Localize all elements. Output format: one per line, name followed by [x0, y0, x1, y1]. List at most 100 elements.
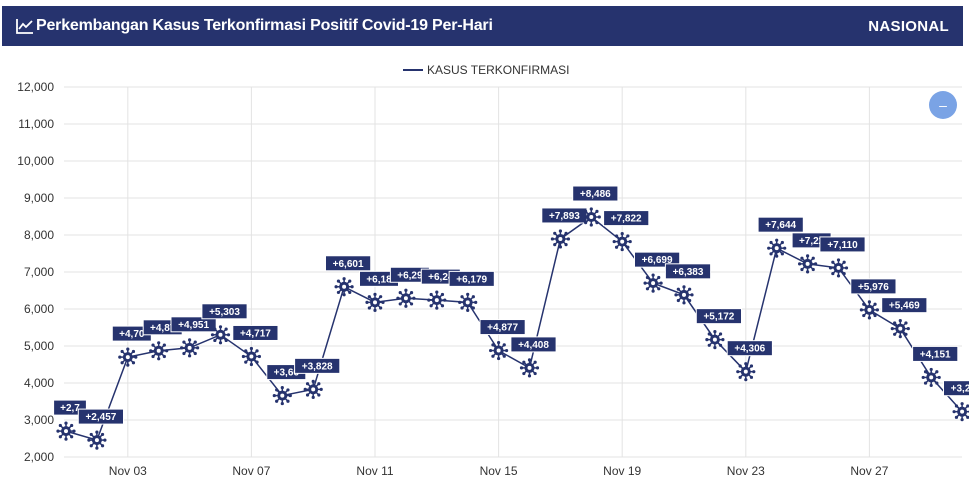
virus-spike-tip: [342, 293, 346, 297]
virus-spike-tip: [311, 395, 315, 399]
x-tick-label: Nov 23: [727, 464, 765, 478]
data-label: +3,828: [294, 357, 341, 374]
virus-spike-tip: [319, 387, 323, 391]
data-label-text: +2,7: [60, 403, 80, 414]
virus-spike-tip: [564, 231, 568, 235]
virus-spike-tip: [566, 237, 571, 241]
virus-marker-icon[interactable]: [705, 330, 725, 350]
virus-marker-icon[interactable]: [859, 300, 880, 320]
virus-spike-tip: [64, 437, 68, 441]
virus-marker-icon[interactable]: [241, 346, 261, 367]
virus-marker-icon[interactable]: [798, 254, 818, 274]
virus-marker-icon[interactable]: [210, 325, 231, 345]
data-label: +6,179: [448, 270, 495, 287]
virus-spike-tip: [409, 291, 414, 295]
virus-spike-tip: [491, 343, 495, 347]
virus-spike-tip: [196, 346, 200, 350]
virus-spike-tip: [272, 393, 276, 398]
virus-spike-tip: [182, 351, 186, 356]
virus-marker-icon[interactable]: [427, 290, 447, 310]
data-label-text: +4,306: [734, 344, 765, 355]
virus-marker-icon[interactable]: [272, 385, 292, 406]
virus-spike-tip: [466, 308, 470, 312]
virus-marker-icon[interactable]: [674, 285, 694, 305]
virus-marker-icon[interactable]: [828, 258, 849, 278]
virus-marker-icon[interactable]: [458, 292, 478, 312]
virus-spike-tip: [966, 415, 969, 419]
virus-marker-icon[interactable]: [149, 341, 169, 361]
data-label-text: +6,24: [428, 272, 454, 283]
virus-marker-icon[interactable]: [489, 340, 509, 361]
virus-marker-icon[interactable]: [921, 367, 941, 388]
virus-spike-tip: [659, 281, 663, 285]
virus-core: [651, 281, 656, 286]
virus-marker-icon[interactable]: [365, 292, 385, 312]
virus-marker-icon[interactable]: [550, 229, 571, 249]
y-tick-label: 4,000: [24, 376, 54, 390]
virus-core: [960, 409, 965, 414]
y-tick-label: 5,000: [24, 339, 54, 353]
minus-icon[interactable]: –: [939, 97, 947, 113]
virus-marker-icon[interactable]: [767, 238, 787, 258]
virus-spike-tip: [255, 349, 259, 353]
virus-spike-tip: [398, 291, 402, 295]
virus-marker-icon[interactable]: [56, 421, 76, 441]
virus-spike-tip: [707, 332, 711, 336]
virus-spike-tip: [505, 348, 509, 353]
virus-marker-icon[interactable]: [180, 338, 200, 358]
virus-spike-tip: [736, 370, 740, 374]
virus-marker-icon[interactable]: [612, 231, 632, 252]
virus-marker-icon[interactable]: [334, 277, 354, 297]
data-label-text: +4,151: [920, 349, 951, 360]
virus-marker-icon[interactable]: [87, 430, 107, 450]
virus-spike-tip: [342, 277, 346, 281]
virus-spike-tip: [379, 295, 383, 299]
data-label-text: +6,18: [366, 274, 392, 285]
virus-spike-tip: [752, 370, 756, 374]
virus-spike-tip: [674, 293, 678, 297]
virus-spike-tip: [350, 285, 354, 289]
virus-marker-icon[interactable]: [736, 362, 756, 382]
virus-marker-icon[interactable]: [643, 273, 663, 293]
virus-spike-tip: [589, 207, 593, 211]
virus-spike-tip: [893, 332, 897, 336]
zoom-button-circle[interactable]: [929, 91, 957, 119]
virus-spike-tip: [443, 298, 447, 302]
virus-spike-tip: [398, 302, 402, 306]
virus-marker-icon[interactable]: [952, 402, 969, 422]
y-tick-label: 7,000: [24, 265, 54, 279]
virus-spike-tip: [288, 393, 292, 398]
virus-spike-tip: [404, 304, 408, 308]
virus-spike-tip: [151, 343, 155, 347]
legend[interactable]: KASUS TERKONFIRMASI: [403, 63, 569, 77]
virus-spike-tip: [348, 290, 352, 295]
virus-marker-icon[interactable]: [303, 379, 323, 399]
virus-marker-icon[interactable]: [581, 207, 601, 227]
virus-spike-tip: [806, 270, 810, 274]
virus-core: [682, 292, 686, 297]
data-label-box: [572, 185, 619, 202]
virus-marker-icon[interactable]: [519, 358, 540, 378]
virus-marker-icon[interactable]: [890, 319, 910, 339]
virus-spike-tip: [527, 374, 532, 378]
virus-core: [465, 300, 470, 305]
data-label: +7,822: [603, 210, 650, 227]
virus-spike-tip: [584, 221, 588, 225]
virus-core: [218, 332, 223, 337]
virus-spike-tip: [890, 327, 894, 331]
virus-marker-icon[interactable]: [118, 347, 138, 367]
virus-spike-tip: [775, 238, 779, 242]
legend-item[interactable]: KASUS TERKONFIRMASI: [427, 63, 569, 77]
virus-spike-tip: [533, 371, 537, 376]
data-label: +5,303: [201, 303, 248, 320]
data-label: +2,457: [77, 408, 125, 425]
zoom-out-button[interactable]: –: [929, 91, 957, 119]
virus-spike-tip: [862, 313, 866, 318]
virus-spike-tip: [769, 252, 773, 256]
data-label-box: [695, 308, 742, 325]
y-tick-label: 6,000: [24, 302, 54, 316]
data-label-box: [757, 216, 804, 233]
series-layer: +2,7 +2,457 +4,70 +4,87 +4,951+5,303+4,717 +3…: [53, 185, 969, 450]
virus-marker-icon[interactable]: [396, 288, 416, 308]
